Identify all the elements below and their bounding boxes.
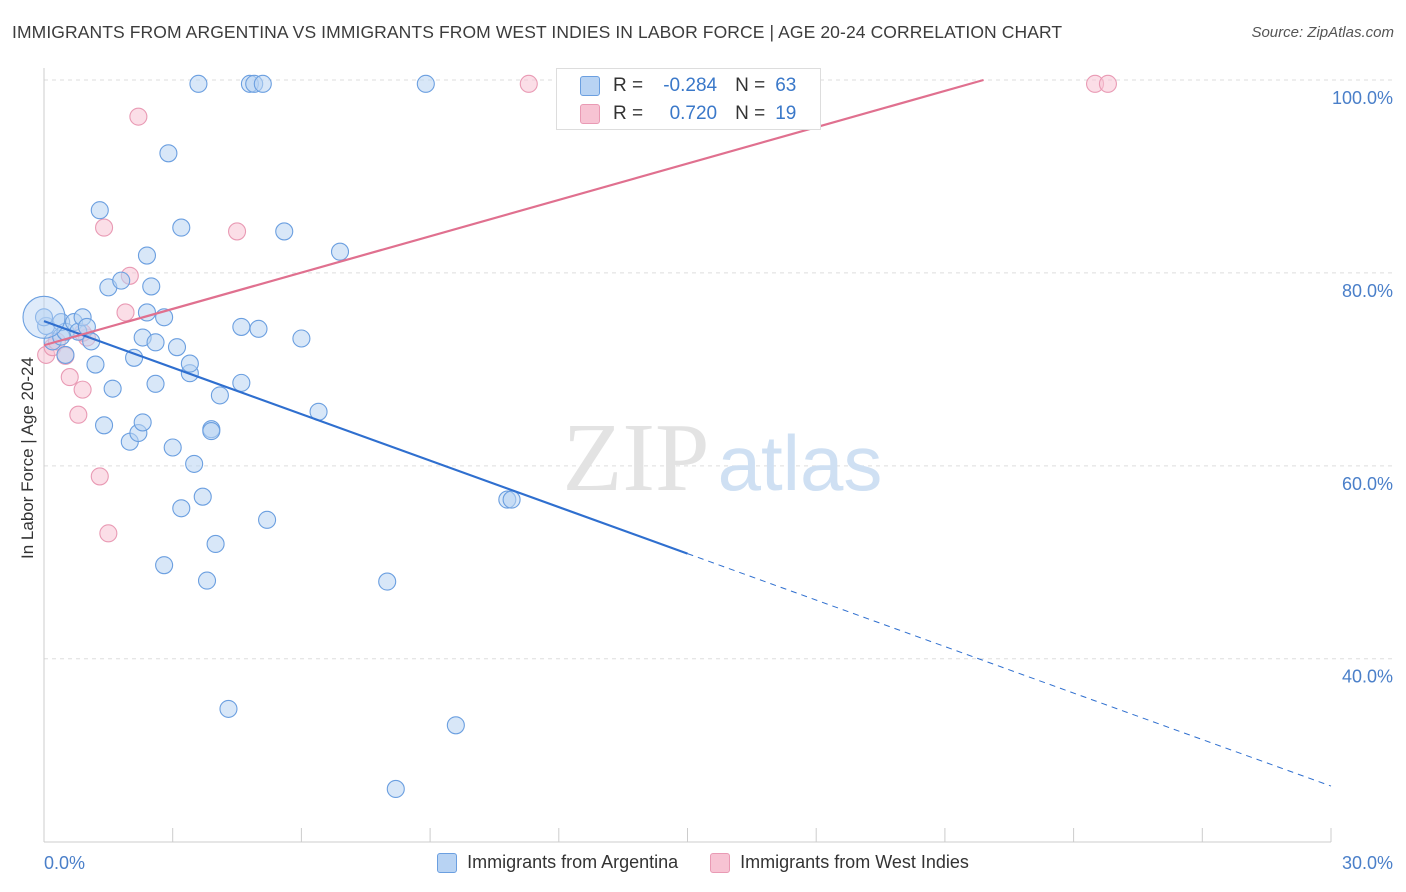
legend-swatch-argentina [437, 852, 458, 873]
stats-r-value: 0.720 [669, 103, 718, 124]
watermark: ZIP atlas [563, 404, 883, 512]
legend-swatch-west-indies [710, 852, 731, 873]
point-west-indies [73, 380, 92, 399]
legend-item-west-indies[interactable]: Immigrants from West Indies [710, 852, 969, 873]
point-argentina [193, 487, 212, 506]
watermark-atlas: atlas [718, 419, 883, 507]
point-argentina [330, 242, 350, 261]
point-argentina [103, 379, 122, 398]
stats-legend: R = -0.284 N = 63 R = 0.720 N = 19 [556, 68, 821, 130]
trendline-west-indies [43, 78, 984, 347]
point-west-indies [116, 303, 135, 322]
legend-label-argentina: Immigrants from Argentina [467, 852, 679, 872]
point-argentina [416, 74, 435, 93]
point-argentina [502, 490, 521, 509]
grid-lines [44, 79, 1394, 660]
y-tick-label: 60.0% [1342, 474, 1393, 494]
point-argentina [112, 271, 131, 290]
point-argentina [56, 345, 75, 364]
point-argentina [146, 374, 165, 393]
point-argentina [159, 144, 178, 163]
point-argentina [155, 556, 174, 575]
point-argentina [446, 716, 465, 735]
stats-n-label: N = [735, 75, 766, 96]
point-argentina-cluster [22, 295, 66, 339]
point-argentina [95, 416, 114, 435]
trendline-argentina-extension [687, 553, 1332, 787]
point-argentina [189, 74, 208, 93]
stats-row-argentina: R = -0.284 N = 63 [580, 72, 797, 100]
stats-swatch-west-indies [580, 104, 600, 124]
point-argentina [180, 354, 199, 373]
point-west-indies [90, 467, 109, 486]
point-argentina [172, 499, 191, 518]
stats-row-west-indies: R = 0.720 N = 19 [580, 100, 797, 128]
x-tick-label: 30.0% [1342, 853, 1393, 873]
point-argentina [146, 333, 165, 352]
point-argentina [86, 355, 105, 374]
point-argentina [253, 74, 272, 93]
point-west-indies [228, 222, 247, 241]
point-argentina [210, 386, 229, 405]
point-argentina [275, 222, 294, 241]
trendline-argentina [43, 320, 688, 555]
point-argentina [163, 438, 182, 457]
point-argentina [133, 413, 152, 432]
point-argentina [206, 534, 225, 554]
trendlines [43, 78, 1332, 787]
stats-n-label: N = [735, 103, 766, 124]
point-argentina [232, 317, 251, 336]
point-argentina [378, 572, 397, 591]
tick-labels: 40.0% 60.0% 80.0% 100.0% 0.0% 30.0% [44, 88, 1393, 873]
legend-item-argentina[interactable]: Immigrants from Argentina [437, 852, 678, 873]
axes [43, 68, 1332, 843]
point-west-indies [129, 107, 148, 126]
point-argentina [137, 246, 157, 265]
y-tick-label: 80.0% [1342, 281, 1393, 301]
y-tick-label: 100.0% [1332, 88, 1393, 108]
point-argentina [292, 329, 311, 348]
point-argentina [232, 373, 251, 392]
point-argentina [197, 571, 217, 590]
point-west-indies [69, 405, 88, 424]
point-west-indies [99, 524, 118, 543]
stats-n-value: 19 [775, 103, 797, 124]
point-argentina [167, 338, 187, 357]
legend-label-west-indies: Immigrants from West Indies [740, 852, 969, 872]
point-argentina [172, 218, 191, 237]
stats-r-label: R = [613, 103, 644, 124]
point-west-indies [519, 74, 538, 93]
point-argentina [142, 277, 161, 296]
x-tick-label: 0.0% [44, 853, 85, 873]
y-tick-label: 40.0% [1342, 667, 1393, 687]
stats-n-value: 63 [775, 75, 797, 96]
point-west-indies [1098, 74, 1117, 93]
point-argentina [249, 319, 268, 338]
stats-swatch-argentina [580, 76, 600, 96]
point-west-indies [60, 368, 79, 387]
chart-title: IMMIGRANTS FROM ARGENTINA VS IMMIGRANTS … [12, 22, 1063, 42]
point-argentina [90, 201, 109, 220]
point-west-indies [95, 218, 114, 237]
point-argentina [219, 699, 238, 718]
stats-r-label: R = [613, 75, 644, 96]
point-argentina [185, 454, 204, 473]
source-label: Source: ZipAtlas.com [1251, 24, 1394, 41]
watermark-zip: ZIP [563, 404, 710, 512]
legend: Immigrants from Argentina Immigrants fro… [0, 852, 1406, 873]
stats-r-value: -0.284 [663, 75, 718, 96]
point-argentina [202, 422, 221, 441]
point-argentina [258, 510, 277, 529]
data-points [22, 74, 1117, 798]
point-argentina [386, 779, 405, 798]
